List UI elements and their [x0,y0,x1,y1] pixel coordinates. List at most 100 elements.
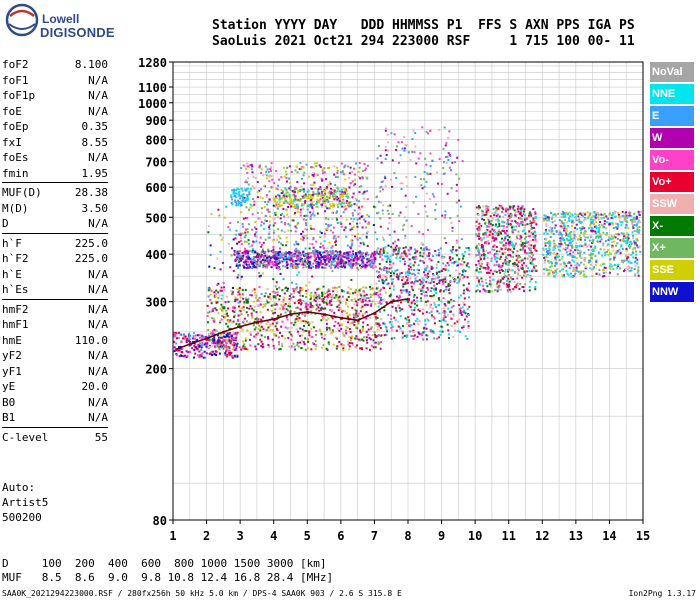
echo-pixel [427,228,430,231]
echo-pixel [548,217,551,220]
echo-pixel [577,264,580,267]
echo-pixel [359,331,362,334]
echo-pixel [320,298,323,301]
echo-pixel [254,260,257,263]
echo-pixel [276,260,279,263]
echo-pixel [301,312,304,315]
echo-pixel [303,324,306,327]
echo-pixel [285,286,288,289]
param-value: N/A [88,73,108,87]
echo-pixel [341,309,344,312]
echo-pixel [456,156,459,159]
echo-pixel [240,232,243,235]
echo-pixel [602,271,605,274]
echo-pixel [273,257,276,260]
echo-pixel [175,353,178,356]
echo-pixel [251,250,254,253]
echo-pixel [431,278,434,281]
echo-pixel [214,342,217,345]
echo-pixel [260,344,263,347]
echo-pixel [621,210,624,213]
echo-pixel [315,309,318,312]
echo-pixel [314,300,317,303]
echo-pixel [397,325,400,328]
echo-pixel [267,248,270,251]
echo-pixel [259,303,262,306]
echo-pixel [419,283,422,286]
echo-pixel [316,194,319,197]
echo-pixel [341,190,344,193]
echo-pixel [278,201,281,204]
echo-pixel [432,281,435,284]
echo-pixel [583,232,586,235]
echo-pixel [298,200,301,203]
echo-pixel [391,212,394,215]
echo-pixel [268,180,271,183]
echo-pixel [462,301,465,304]
echo-pixel [333,173,336,176]
echo-pixel [385,301,388,304]
auto-label: Auto: [2,481,36,494]
echo-pixel [458,311,461,314]
echo-pixel [291,259,294,262]
echo-pixel [268,228,271,231]
echo-pixel [553,275,556,278]
echo-pixel [370,302,373,305]
echo-pixel [444,210,447,213]
echo-pixel [246,228,249,231]
echo-pixel [199,354,202,357]
echo-pixel [311,197,314,200]
echo-pixel [294,198,297,201]
echo-pixel [235,204,238,207]
echo-pixel [340,192,343,195]
param-label: foEs [2,151,29,164]
echo-pixel [512,206,515,209]
echo-pixel [263,336,266,339]
echo-pixel [568,261,571,264]
echo-pixel [451,257,454,260]
echo-pixel [375,292,378,295]
echo-pixel [383,280,386,283]
echo-pixel [308,334,311,337]
echo-pixel [425,248,428,251]
echo-pixel [286,318,289,321]
echo-pixel [385,326,388,329]
echo-pixel [499,279,502,282]
echo-pixel [269,323,272,326]
echo-pixel [359,242,362,245]
echo-pixel [217,291,220,294]
echo-pixel [259,262,262,265]
echo-pixel [321,315,324,318]
echo-pixel [377,322,380,325]
echo-pixel [288,252,291,255]
echo-pixel [290,202,293,205]
echo-pixel [321,251,324,254]
echo-pixel [260,334,263,337]
echo-pixel [373,331,376,334]
echo-pixel [499,266,502,269]
echo-pixel [583,234,586,237]
echo-pixel [414,319,417,322]
echo-pixel [483,257,486,260]
echo-pixel [271,290,274,293]
echo-pixel [400,272,403,275]
echo-pixel [612,212,615,215]
echo-pixel [606,244,609,247]
echo-pixel [478,252,481,255]
echo-pixel [552,233,555,236]
echo-pixel [300,177,303,180]
echo-pixel [421,126,424,129]
echo-pixel [246,195,249,198]
echo-pixel [528,285,531,288]
echo-pixel [571,214,574,217]
echo-pixel [509,205,512,208]
echo-pixel [295,165,298,168]
echo-pixel [382,280,385,283]
echo-pixel [494,289,497,292]
echo-pixel [464,318,467,321]
echo-pixel [237,204,240,207]
echo-pixel [285,176,288,179]
echo-pixel [180,350,183,353]
echo-pixel [405,206,408,209]
echo-pixel [635,238,638,241]
